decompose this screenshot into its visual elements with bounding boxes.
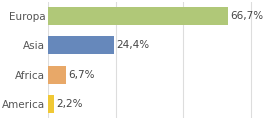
Bar xyxy=(48,36,114,54)
Text: 2,2%: 2,2% xyxy=(56,99,83,109)
Bar xyxy=(48,95,54,113)
Text: 6,7%: 6,7% xyxy=(68,70,95,80)
Text: 24,4%: 24,4% xyxy=(116,40,149,50)
Bar xyxy=(48,7,228,25)
Text: 66,7%: 66,7% xyxy=(230,11,264,21)
Bar xyxy=(48,66,66,84)
